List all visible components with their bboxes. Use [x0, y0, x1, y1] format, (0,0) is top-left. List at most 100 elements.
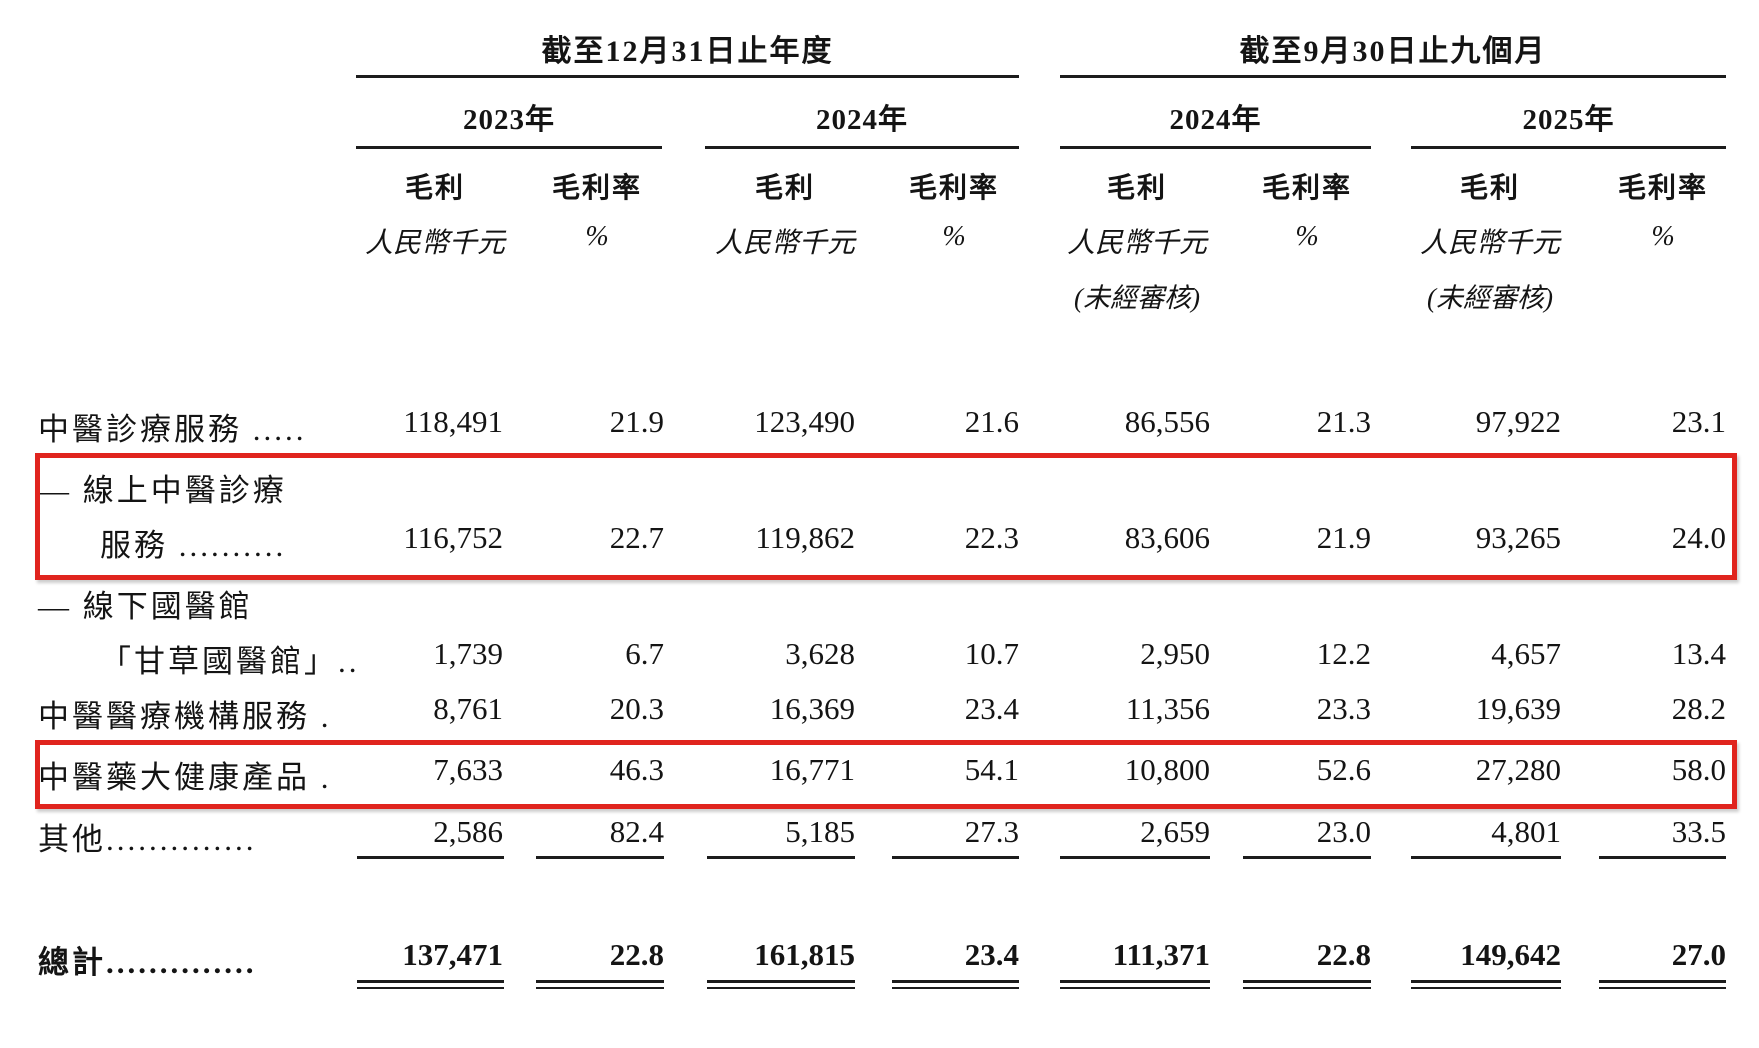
column-underline	[892, 856, 1019, 859]
row-value: 2,586	[433, 814, 503, 849]
row-value: 52.6	[1316, 752, 1371, 787]
year-rule-2023	[356, 146, 662, 149]
row-value: 33.5	[1671, 814, 1726, 849]
year-header-9m2024: 2024年	[1169, 104, 1262, 136]
row-value: 46.3	[609, 752, 664, 787]
table-row: — 線上中醫診療	[0, 465, 1759, 508]
total-double-rule	[892, 980, 1019, 989]
year-header-9m2025: 2025年	[1522, 104, 1615, 136]
row-value: 5,185	[785, 814, 855, 849]
group-rule-nine-months	[1060, 75, 1726, 78]
table-row: 其他.............. 2,586 82.4 5,185 27.3 2…	[0, 814, 1759, 857]
total-value: 22.8	[609, 937, 664, 972]
unaudited-note-9m2025: (未經審核)	[1427, 283, 1553, 313]
row-value: 12.2	[1316, 636, 1371, 671]
row-value: 54.1	[964, 752, 1019, 787]
row-value: 1,739	[433, 636, 503, 671]
unit-rmb-thousand-9m2024: 人民幣千元	[1066, 228, 1207, 259]
row-value: 22.7	[609, 520, 664, 555]
total-value: 137,471	[402, 937, 503, 972]
row-value: 23.4	[964, 691, 1019, 726]
row-value: 93,265	[1475, 520, 1561, 555]
table-row: 中醫醫療機構服務 . 8,761 20.3 16,369 23.4 11,356…	[0, 691, 1759, 734]
row-value: 116,752	[403, 520, 503, 555]
table-row-total: 總計.............. 137,471 22.8 161,815 23…	[0, 937, 1759, 980]
year-header-2023: 2023年	[462, 104, 555, 136]
row-value: 23.0	[1316, 814, 1371, 849]
row-value: 6.7	[625, 636, 664, 671]
total-value: 111,371	[1112, 937, 1210, 972]
row-label-offline-clinics-line2: 「甘草國醫館」..	[100, 644, 360, 679]
total-double-rule	[357, 980, 504, 989]
year-header-2024: 2024年	[815, 104, 908, 136]
column-group-title-year-ended: 截至12月31日止年度	[541, 35, 834, 68]
table-row: 「甘草國醫館」.. 1,739 6.7 3,628 10.7 2,950 12.…	[0, 636, 1759, 679]
row-value: 21.9	[609, 404, 664, 439]
row-value: 118,491	[403, 404, 503, 439]
row-label-online-tcm-line2: 服務 ..........	[100, 528, 287, 563]
column-group-title-nine-months: 截至9月30日止九個月	[1239, 35, 1547, 68]
subheader-gross-profit-2024: 毛利	[754, 173, 815, 204]
row-value: 58.0	[1671, 752, 1726, 787]
row-value: 4,657	[1491, 636, 1561, 671]
year-rule-9m2024	[1060, 146, 1371, 149]
column-underline	[1411, 856, 1561, 859]
row-value: 27,280	[1475, 752, 1561, 787]
total-value: 22.8	[1316, 937, 1371, 972]
row-label-tcm-health-products: 中醫藥大健康產品 .	[38, 760, 332, 795]
subheader-gross-profit-9m2024: 毛利	[1106, 173, 1167, 204]
row-value: 7,633	[433, 752, 503, 787]
row-value: 23.1	[1671, 404, 1726, 439]
unit-rmb-thousand-2024: 人民幣千元	[714, 228, 855, 259]
table-row: 中醫藥大健康產品 . 7,633 46.3 16,771 54.1 10,800…	[0, 752, 1759, 795]
row-value: 4,801	[1491, 814, 1561, 849]
row-value: 21.6	[964, 404, 1019, 439]
group-rule-year-ended	[356, 75, 1019, 78]
total-double-rule	[536, 980, 664, 989]
row-value: 82.4	[609, 814, 664, 849]
total-double-rule	[707, 980, 855, 989]
total-double-rule	[1411, 980, 1561, 989]
column-underline	[707, 856, 855, 859]
row-value: 3,628	[785, 636, 855, 671]
year-rule-9m2025	[1411, 146, 1726, 149]
subheader-gross-margin-2023: 毛利率	[551, 173, 642, 204]
row-label-total: 總計..............	[38, 945, 257, 980]
unit-rmb-thousand-2023: 人民幣千元	[364, 228, 505, 259]
unit-percent-9m2025: %	[1651, 221, 1675, 252]
row-value: 16,369	[769, 691, 855, 726]
row-value: 16,771	[769, 752, 855, 787]
column-underline	[536, 856, 664, 859]
row-value: 123,490	[754, 404, 855, 439]
row-value: 11,356	[1125, 691, 1210, 726]
row-value: 10,800	[1124, 752, 1210, 787]
subheader-gross-profit-2023: 毛利	[404, 173, 465, 204]
table-row: 服務 .......... 116,752 22.7 119,862 22.3 …	[0, 520, 1759, 563]
row-value: 10.7	[964, 636, 1019, 671]
unaudited-note-9m2024: (未經審核)	[1074, 283, 1200, 313]
row-label-offline-clinics-line1: — 線下國醫館	[38, 589, 253, 624]
row-value: 27.3	[964, 814, 1019, 849]
row-label-online-tcm-line1: — 線上中醫診療	[38, 473, 287, 508]
row-label-tcm-diagnosis-services: 中醫診療服務 .....	[38, 412, 307, 447]
unit-percent-2024: %	[942, 221, 966, 252]
table-row: — 線下國醫館	[0, 581, 1759, 624]
total-double-rule	[1060, 980, 1210, 989]
total-double-rule	[1243, 980, 1371, 989]
unit-rmb-thousand-9m2025: 人民幣千元	[1419, 228, 1560, 259]
unit-percent-2023: %	[585, 221, 609, 252]
row-value: 20.3	[609, 691, 664, 726]
row-value: 24.0	[1671, 520, 1726, 555]
row-label-tcm-institution-services: 中醫醫療機構服務 .	[38, 699, 332, 734]
row-value: 2,950	[1140, 636, 1210, 671]
row-value: 22.3	[964, 520, 1019, 555]
row-value: 2,659	[1140, 814, 1210, 849]
total-value: 27.0	[1671, 937, 1726, 972]
row-value: 97,922	[1475, 404, 1561, 439]
total-value: 23.4	[964, 937, 1019, 972]
total-value: 161,815	[754, 937, 855, 972]
row-value: 13.4	[1671, 636, 1726, 671]
column-underline	[1060, 856, 1210, 859]
row-value: 8,761	[433, 691, 503, 726]
row-value: 28.2	[1671, 691, 1726, 726]
